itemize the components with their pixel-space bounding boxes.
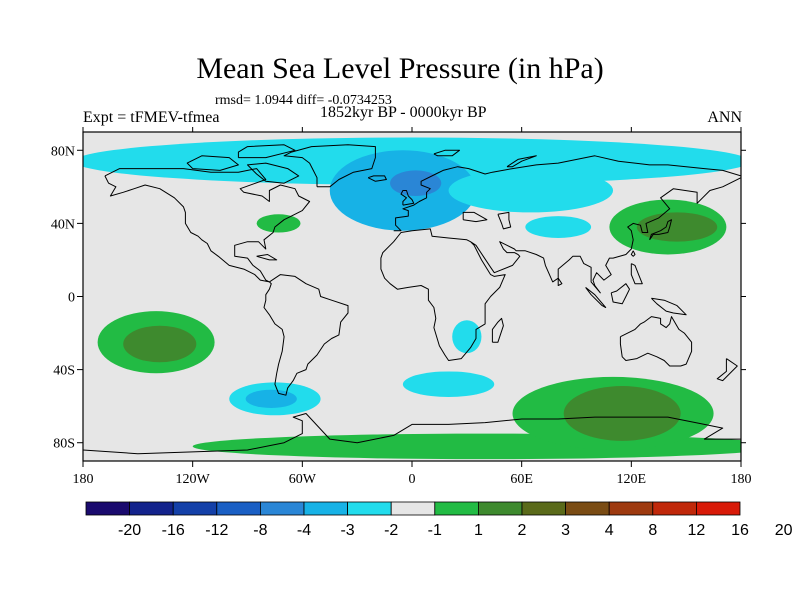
coastline-sri-lanka [557,277,563,286]
colorbar-label: -1 [428,522,442,539]
coastline-iceland [367,175,387,182]
colorbar-label: -2 [384,522,398,539]
colorbar-swatch [85,501,130,516]
region-nw-pacific-high-core [636,212,718,242]
colorbar-swatch [347,501,392,516]
colorbar-label: 20 [775,522,793,539]
colorbar-label: 2 [518,522,527,539]
region-central-asia-low [525,216,592,239]
colorbar-swatch [129,501,174,516]
coastline-caspian-sea [497,211,512,230]
coastline-taiwan [630,250,636,257]
y-axis: 80N 40N 0 40S 80S [51,144,746,452]
colorbar-swatch [172,501,218,516]
colorbar-label: -4 [297,522,311,539]
y-tick-label: 40N [51,217,75,232]
colorbar-swatch [259,501,305,516]
y-tick-label: 80S [53,437,75,452]
coastline-ellesmere [237,144,296,159]
pressure-anomaly-fields [83,137,741,460]
x-tick-label: 120W [176,472,211,487]
colorbar-swatch [390,501,436,516]
colorbar-label: -3 [340,522,354,539]
coastline-sumatra [585,287,607,308]
colorbar-swatch [608,501,654,516]
map-area [82,131,742,462]
region-drake-passage-low-core [245,389,297,408]
colorbar-swatch [696,501,741,516]
colorbar-label: 3 [561,522,570,539]
coastline-arctic-archipelago [186,155,239,171]
colorbar-label: 8 [648,522,657,539]
region-arctic-deep-low [390,170,442,196]
coastline-borneo [610,283,630,305]
coastline-australia [619,316,693,367]
colorbar-swatch [303,501,348,516]
x-tick-label: 0 [409,472,416,487]
x-tick-label: 120E [617,472,647,487]
coastline-new-guinea [651,297,687,316]
colorbar-label: -16 [162,522,185,539]
coastline-british-isles [400,190,415,206]
region-southern-africa-low [452,320,482,354]
region-se-pacific-high-core [123,325,197,363]
x-tick-label: 60W [289,472,317,487]
colorbar-label: 12 [688,522,706,539]
colorbar-label: -12 [205,522,228,539]
coastline-new-zealand [716,358,738,382]
colorbar-label: -8 [253,522,267,539]
coastline-black-sea [462,211,488,223]
coastline-svalbard [433,149,460,157]
coastline-south-america [263,274,349,396]
coastline-greenland [283,144,376,188]
region-south-indian-high-core [563,386,681,441]
region-south-indian-low [402,371,495,398]
coastline-novaya-zemlya [506,155,537,168]
experiment-label: Expt = tFMEV-tfmea [83,109,220,126]
colorbar-label: -20 [118,522,141,539]
colorbar-label: 4 [605,522,614,539]
colorbar-swatch [477,501,523,516]
x-tick-label: 60E [510,472,533,487]
y-tick-label: 40S [53,364,75,379]
coastline-antarctica [83,413,741,455]
colorbar-label: 16 [731,522,749,539]
coastline-cuba [256,254,278,261]
coastline-madagascar [491,317,504,343]
region-antarctic-high [192,433,741,460]
coastline-baffin-island [247,162,300,184]
stats-label: rmsd= 1.0944 diff= -0.0734253 [215,93,392,108]
colorbar-swatch [565,501,610,516]
colorbar-swatch [652,501,697,516]
colorbar-swatch [521,501,566,516]
coastline-japan [649,219,672,241]
colorbar-swatch [216,501,261,516]
coastline-philippines [630,263,643,285]
region-north-atlantic-high [256,214,301,233]
period-label: 1852kyr BP - 0000kyr BP [320,104,487,121]
coastlines [83,144,741,455]
colorbar-label: 1 [474,522,483,539]
season-label: ANN [707,109,742,126]
map-title: Mean Sea Level Pressure (in hPa) [196,52,604,85]
y-tick-label: 80N [51,144,75,159]
x-tick-label: 180 [731,472,752,487]
coastline-eurasia-africa [380,155,741,361]
y-tick-label: 0 [68,291,75,306]
x-axis: 180 120W 60W 0 60E 120E 180 [73,127,752,487]
coastline-north-america [104,168,311,283]
region-siberia-low [448,168,614,213]
colorbar: -20 -16 -12 -8 -4 -3 -2 -1 1 2 3 4 8 12 16 20 [85,501,793,539]
x-tick-label: 180 [73,472,94,487]
colorbar-swatch [434,501,479,516]
